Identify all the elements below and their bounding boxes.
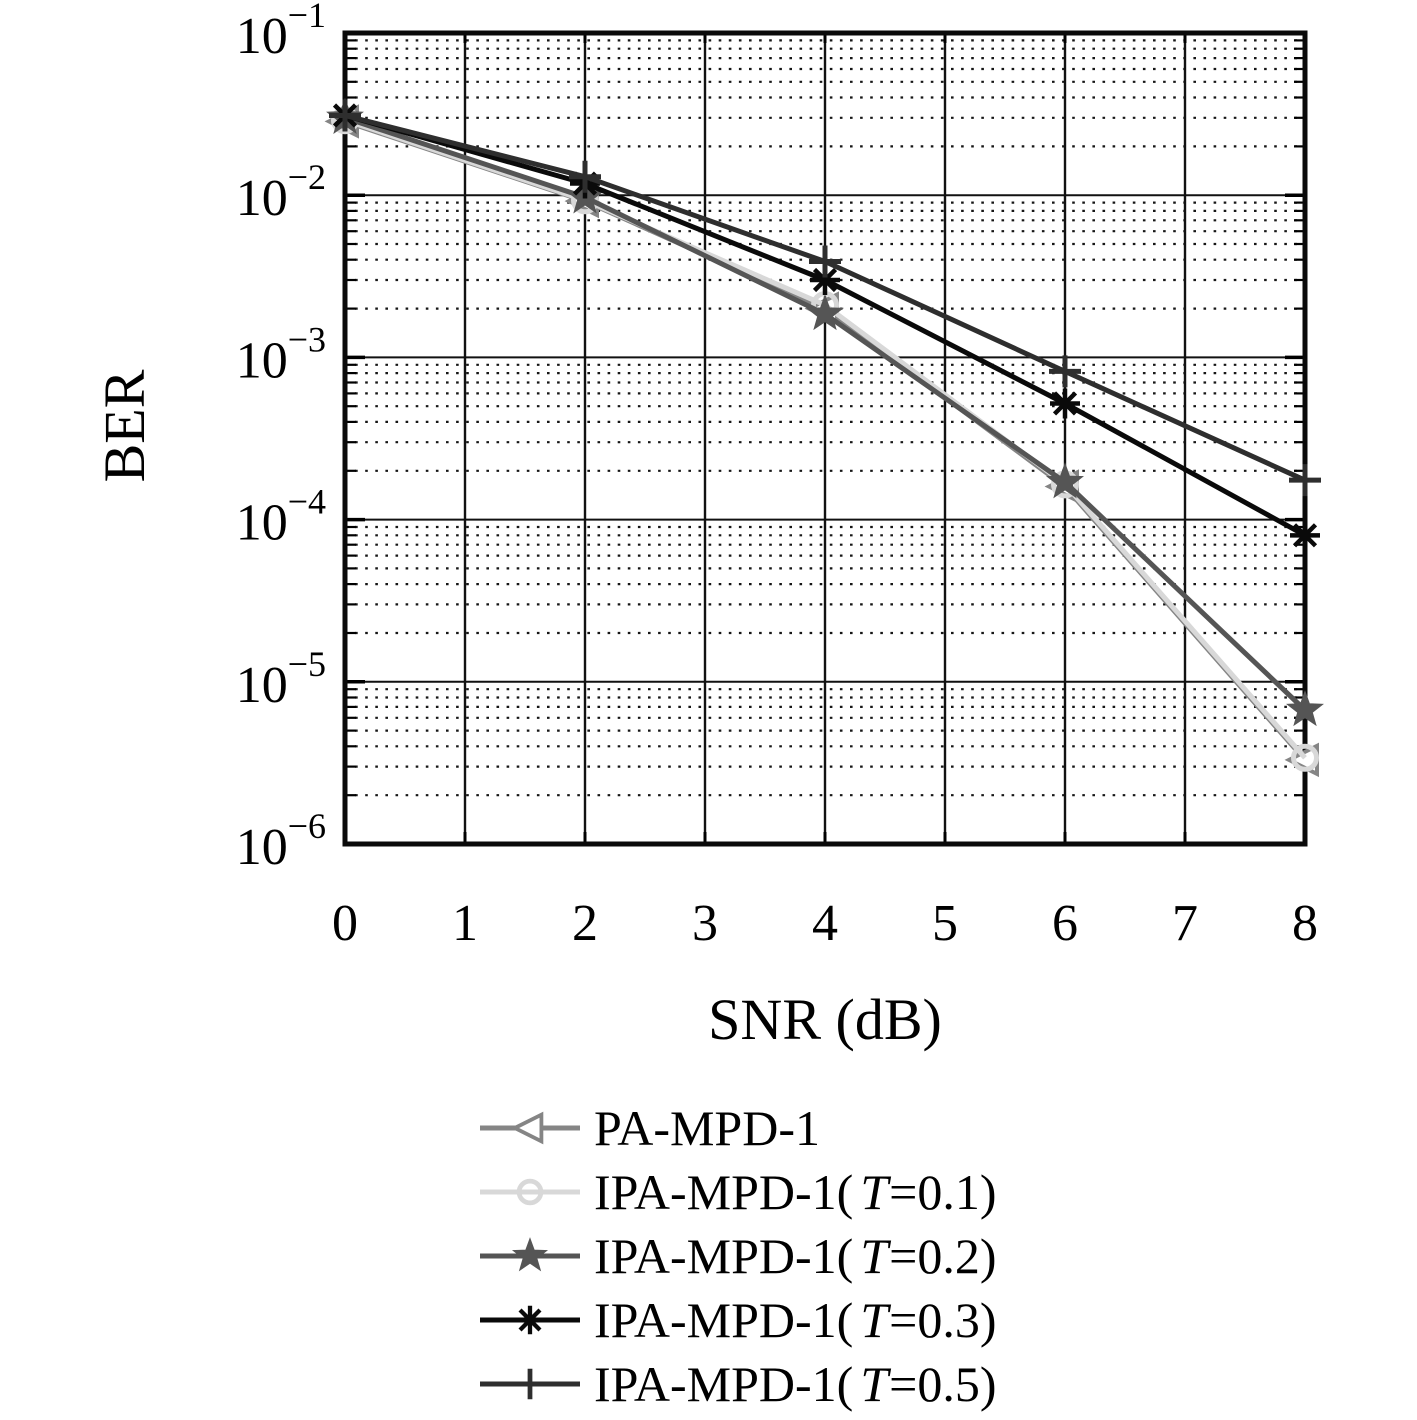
plot-frame	[342, 30, 1308, 847]
svg-text:10−4: 10−4	[236, 482, 326, 552]
svg-text:6: 6	[1052, 895, 1078, 952]
legend-item-ipa-mpd-1-t-0-2: IPA-MPD-1(T=0.2)	[478, 1224, 996, 1288]
y-tick-labels: 10−1 10−2 10−3 10−4 10−5 10−6	[236, 0, 326, 876]
legend-label: IPA-MPD-1(T=0.1)	[594, 1164, 997, 1220]
legend-key-asterisk-icon	[480, 1305, 580, 1335]
svg-text:7: 7	[1172, 895, 1198, 952]
y-axis-label: BER	[92, 369, 157, 483]
ber-plot-canvas: 10−1 10−2 10−3 10−4 10−5 10−60 1 2 3 4 5 6 7 8	[236, 0, 1324, 952]
legend-key-star-icon	[480, 1237, 580, 1272]
svg-text:10−6: 10−6	[236, 806, 326, 876]
svg-text:0: 0	[332, 895, 358, 952]
legend: PA-MPD-1 IPA-MPD-1(T=0.1) IPA-MPD-1(T=0.2)…	[478, 1096, 996, 1416]
svg-text:10−5: 10−5	[236, 644, 326, 714]
svg-text:10−3: 10−3	[236, 319, 326, 389]
svg-text:2: 2	[572, 895, 598, 952]
legend-label: IPA-MPD-1(T=0.3)	[594, 1292, 997, 1348]
series-ipa-mpd-1-t-0-5	[329, 99, 1321, 497]
svg-text:1: 1	[452, 895, 478, 952]
x-tick-labels: 0 1 2 3 4 5 6 7 8	[332, 895, 1318, 952]
svg-text:10−2: 10−2	[236, 157, 326, 227]
svg-text:5: 5	[932, 895, 958, 952]
series-pa-mpd-1	[324, 104, 1319, 778]
legend-label: IPA-MPD-1(T=0.2)	[594, 1228, 997, 1284]
legend-item-pa-mpd-1: PA-MPD-1	[478, 1096, 996, 1160]
svg-text:8: 8	[1292, 895, 1318, 952]
grid-minor-horizontal	[345, 39, 1305, 797]
legend-item-ipa-mpd-1-t-0-1: IPA-MPD-1(T=0.1)	[478, 1160, 996, 1224]
svg-text:4: 4	[812, 895, 838, 952]
legend-label: PA-MPD-1	[594, 1100, 821, 1156]
svg-text:3: 3	[692, 895, 718, 952]
grid-major	[345, 33, 1305, 844]
legend-item-ipa-mpd-1-t-0-5: IPA-MPD-1(T=0.5)	[478, 1352, 996, 1416]
svg-text:10−1: 10−1	[236, 0, 326, 65]
legend-label: IPA-MPD-1(T=0.5)	[594, 1356, 997, 1412]
legend-key-plus-icon	[480, 1368, 580, 1400]
legend-key-circle-icon	[480, 1178, 580, 1206]
x-axis-label: SNR (dB)	[708, 987, 942, 1052]
legend-key-triangle-left-icon	[480, 1111, 580, 1145]
legend-item-ipa-mpd-1-t-0-3: IPA-MPD-1(T=0.3)	[478, 1288, 996, 1352]
